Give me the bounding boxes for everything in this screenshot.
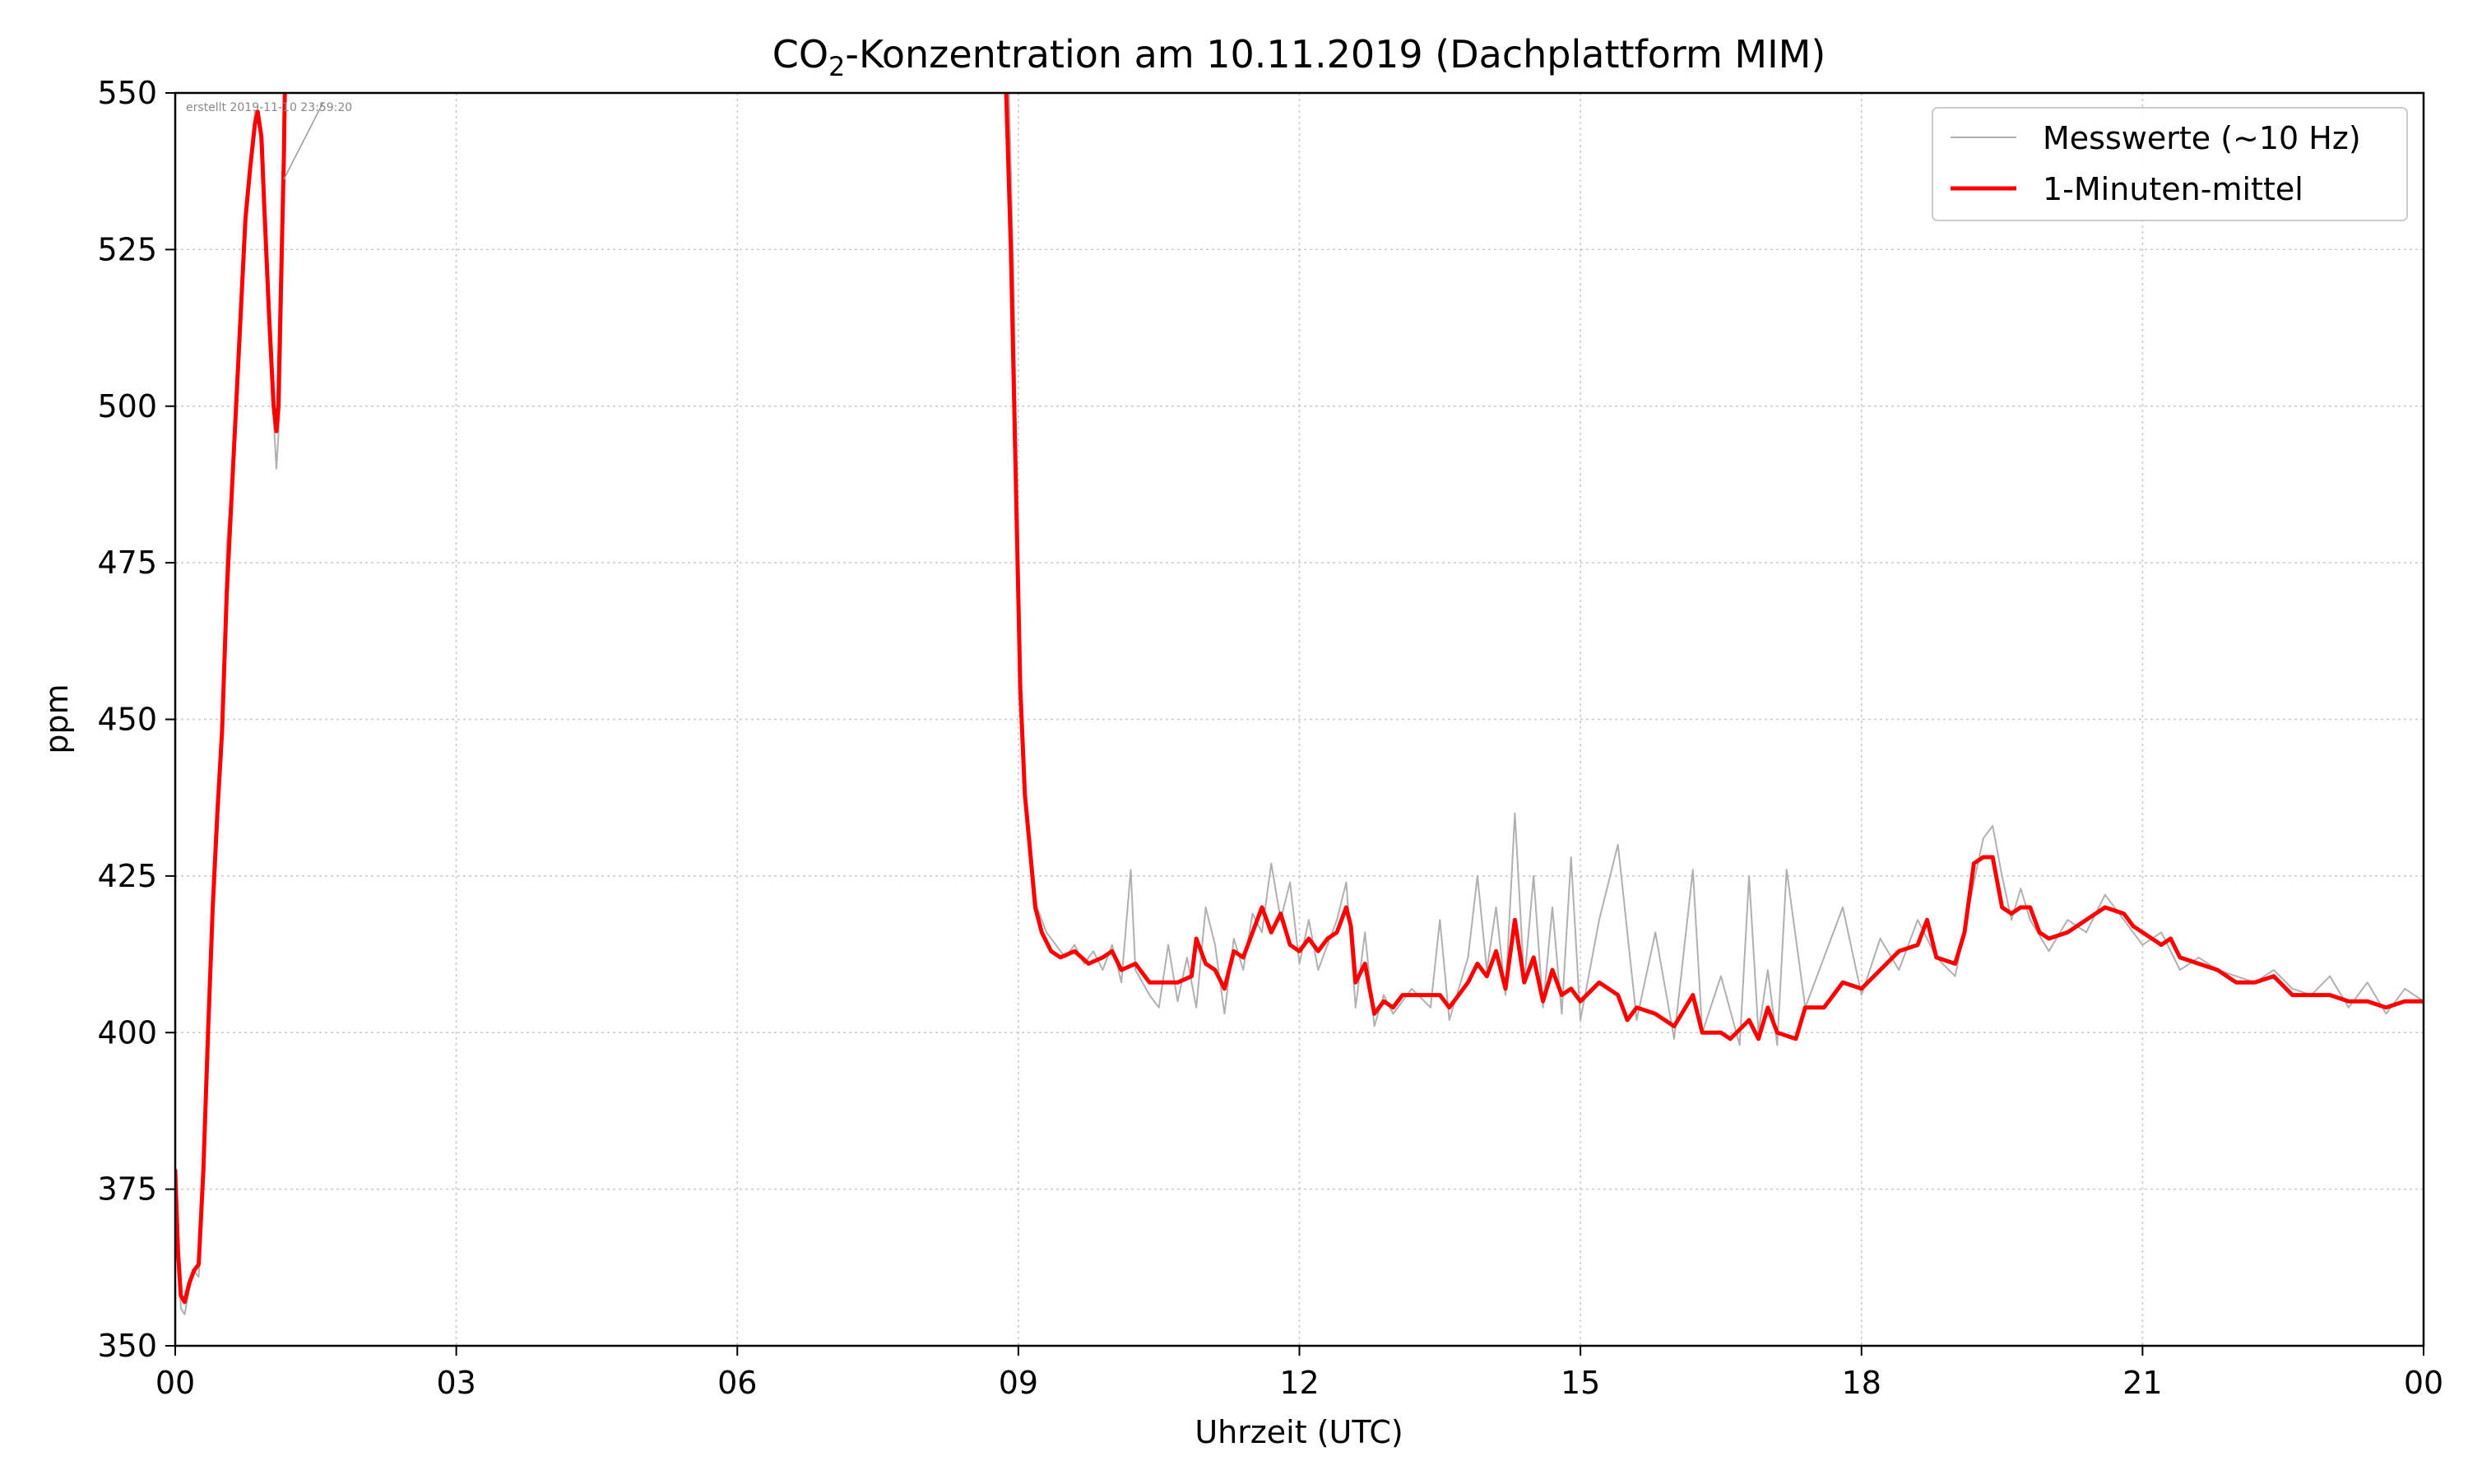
y-tick-label: 550 bbox=[97, 75, 157, 111]
y-tick-label: 375 bbox=[97, 1171, 157, 1208]
title-suffix: -Konzentration am 10.11.2019 (Dachplattf… bbox=[845, 32, 1825, 77]
y-tick-label: 400 bbox=[97, 1014, 157, 1050]
x-axis-label: Uhrzeit (UTC) bbox=[1195, 1414, 1403, 1450]
y-tick-label: 350 bbox=[97, 1328, 157, 1364]
x-tick-label: 21 bbox=[2122, 1365, 2162, 1401]
x-tick-label: 15 bbox=[1561, 1365, 1600, 1401]
x-tick-label: 03 bbox=[436, 1365, 476, 1401]
y-tick-label: 525 bbox=[97, 231, 157, 267]
series-layer bbox=[175, 93, 2424, 1315]
legend-label-minute-mean: 1-Minuten-mittel bbox=[2043, 171, 2303, 207]
x-tick-label: 00 bbox=[155, 1365, 195, 1401]
x-tick-label: 18 bbox=[1842, 1365, 1881, 1401]
y-axis-label: ppm bbox=[39, 684, 75, 754]
legend-box bbox=[1932, 107, 2408, 221]
series-line-minute-mean bbox=[175, 93, 287, 1305]
annotation-text: erstellt 2019-11-10 23:59:20 bbox=[186, 101, 352, 114]
x-tick-label: 12 bbox=[1279, 1365, 1319, 1401]
title-prefix: CO bbox=[772, 32, 828, 77]
x-tick-label: 00 bbox=[2404, 1365, 2443, 1401]
annotation-leader bbox=[283, 101, 324, 180]
y-tick-label: 475 bbox=[97, 545, 157, 581]
legend-label-measurements: Messwerte (~10 Hz) bbox=[2043, 120, 2361, 156]
x-tick-label: 06 bbox=[717, 1365, 757, 1401]
chart-title: CO2-Konzentration am 10.11.2019 (Dachpla… bbox=[772, 32, 1826, 82]
title-subscript: 2 bbox=[828, 51, 845, 82]
y-tick-label: 450 bbox=[97, 702, 157, 738]
creation-annotation: erstellt 2019-11-10 23:59:20 bbox=[186, 101, 352, 180]
series-line-minute-mean bbox=[1004, 93, 2424, 1041]
series-line-measurements bbox=[1008, 93, 2424, 1046]
tick-layer: 00 03 06 09 12 15 18 21 003503754004254504755005… bbox=[97, 75, 2443, 1401]
x-tick-label: 09 bbox=[999, 1365, 1038, 1401]
grid-layer bbox=[175, 93, 2424, 1346]
legend: Messwerte (~10 Hz) 1-Minuten-mittel bbox=[1932, 107, 2408, 221]
y-tick-label: 425 bbox=[97, 858, 157, 894]
y-tick-label: 500 bbox=[97, 388, 157, 424]
